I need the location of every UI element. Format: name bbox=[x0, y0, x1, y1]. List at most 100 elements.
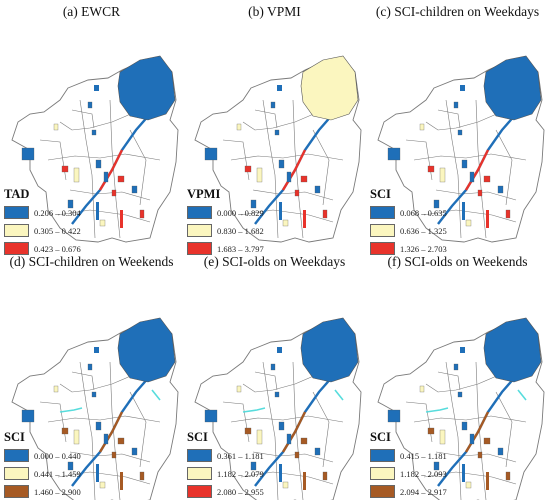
area-patch bbox=[460, 347, 465, 353]
street-segment bbox=[120, 472, 123, 490]
road-segment bbox=[242, 109, 324, 131]
area-patch bbox=[87, 101, 93, 109]
area-patch bbox=[286, 433, 292, 445]
area-patch bbox=[483, 437, 491, 445]
legend-title: SCI bbox=[4, 430, 25, 444]
street-segment bbox=[486, 210, 489, 228]
area-patch bbox=[256, 167, 263, 183]
legend-swatch bbox=[370, 242, 395, 255]
area-patch bbox=[117, 175, 125, 183]
area-patch bbox=[244, 165, 252, 173]
legend-item-2: 1.182 – 2.093 bbox=[370, 465, 447, 482]
corridor-segment-high bbox=[281, 149, 307, 191]
road-segment bbox=[252, 451, 334, 463]
road-segment bbox=[425, 371, 507, 393]
legend-swatch bbox=[187, 485, 212, 498]
legend-item-1: 0.415 – 1.181 bbox=[370, 447, 447, 464]
area-patch bbox=[270, 101, 276, 109]
large-area-block bbox=[300, 55, 359, 121]
area-patch bbox=[453, 363, 459, 371]
area-patch bbox=[131, 185, 138, 194]
panel-e: (e) SCI-olds on Weekdays SCI 0.361 – 1.1… bbox=[183, 250, 366, 500]
area-patch bbox=[95, 421, 102, 431]
area-patch bbox=[103, 433, 109, 445]
district-map bbox=[11, 55, 179, 243]
area-patch bbox=[453, 101, 459, 109]
street-segment bbox=[303, 210, 306, 228]
street-segment bbox=[486, 472, 489, 490]
legend-label: 1.326 – 2.703 bbox=[400, 243, 447, 254]
road-segment bbox=[423, 471, 517, 485]
legend-label: 0.000 – 0.829 bbox=[217, 207, 264, 218]
road-segment bbox=[312, 129, 330, 206]
area-patch bbox=[300, 175, 308, 183]
area-patch bbox=[99, 219, 106, 227]
area-patch bbox=[270, 363, 276, 371]
corridor-segment-high bbox=[464, 411, 490, 453]
panel-d: (d) SCI-children on Weekends SCI 0.000 –… bbox=[0, 250, 183, 500]
legend: TAD 0.206 – 0.304 0.305 – 0.422 0.423 – … bbox=[4, 187, 81, 258]
legend-item-1: 0.361 – 1.181 bbox=[187, 447, 264, 464]
area-patch bbox=[497, 447, 504, 456]
area-patch bbox=[236, 385, 242, 393]
map-geometry bbox=[194, 55, 362, 243]
area-patch bbox=[91, 391, 97, 398]
legend-label: 0.206 – 0.304 bbox=[34, 207, 81, 218]
legend-label: 1.460 – 2.900 bbox=[34, 486, 81, 497]
road-segment bbox=[69, 189, 151, 201]
legend-swatch bbox=[4, 467, 29, 480]
area-patch bbox=[294, 189, 300, 197]
legend-label: 1.683 – 3.797 bbox=[217, 243, 264, 254]
area-patch bbox=[256, 429, 263, 445]
legend-label: 0.423 – 0.676 bbox=[34, 243, 81, 254]
road-segment bbox=[262, 99, 279, 239]
legend-item-3: 1.460 – 2.900 bbox=[4, 483, 81, 500]
corridor-segment-high bbox=[281, 411, 307, 453]
area-patch bbox=[111, 451, 117, 459]
map-geometry bbox=[377, 55, 545, 243]
legend-item-1: 0.206 – 0.304 bbox=[4, 204, 81, 221]
area-patch bbox=[95, 159, 102, 169]
legend-label: 2.094 – 2.917 bbox=[400, 486, 447, 497]
legend-swatch bbox=[187, 467, 212, 480]
legend-swatch bbox=[187, 206, 212, 219]
road-segment bbox=[475, 99, 487, 239]
legend-swatch bbox=[4, 242, 29, 255]
legend-label: 0.441 – 1.459 bbox=[34, 468, 81, 479]
area-patch bbox=[433, 461, 440, 471]
area-patch bbox=[61, 427, 69, 435]
panel-title: (b) VPMI bbox=[248, 4, 301, 19]
panel-f: (f) SCI-olds on Weekends SCI 0.415 – 1.1… bbox=[366, 250, 549, 500]
legend-swatch bbox=[4, 206, 29, 219]
legend-swatch bbox=[187, 224, 212, 237]
legend-label: 1.182 – 2.079 bbox=[217, 468, 264, 479]
road-segment bbox=[109, 99, 121, 239]
road-segment bbox=[262, 361, 279, 500]
area-patch bbox=[53, 385, 59, 393]
area-patch bbox=[277, 347, 282, 353]
road-segment bbox=[252, 189, 334, 201]
legend-label: 0.068 – 0.635 bbox=[400, 207, 447, 218]
legend-item-3: 0.423 – 0.676 bbox=[4, 240, 81, 257]
street-segment bbox=[59, 407, 83, 413]
area-patch bbox=[439, 167, 446, 183]
area-patch bbox=[497, 185, 504, 194]
area-patch bbox=[94, 347, 99, 353]
area-patch bbox=[387, 147, 401, 161]
area-patch bbox=[67, 461, 74, 471]
road-segment bbox=[230, 153, 344, 161]
area-patch bbox=[314, 447, 321, 456]
area-patch bbox=[87, 363, 93, 371]
road-segment bbox=[230, 415, 344, 423]
street-segment bbox=[96, 464, 99, 482]
legend-item-2: 0.305 – 0.422 bbox=[4, 222, 81, 239]
corridor-segment-high bbox=[98, 149, 124, 191]
legend-swatch bbox=[370, 224, 395, 237]
road-segment bbox=[129, 391, 147, 468]
legend-swatch bbox=[4, 485, 29, 498]
area-patch bbox=[73, 429, 80, 445]
area-patch bbox=[204, 409, 218, 423]
area-patch bbox=[465, 481, 472, 489]
area-patch bbox=[427, 165, 435, 173]
